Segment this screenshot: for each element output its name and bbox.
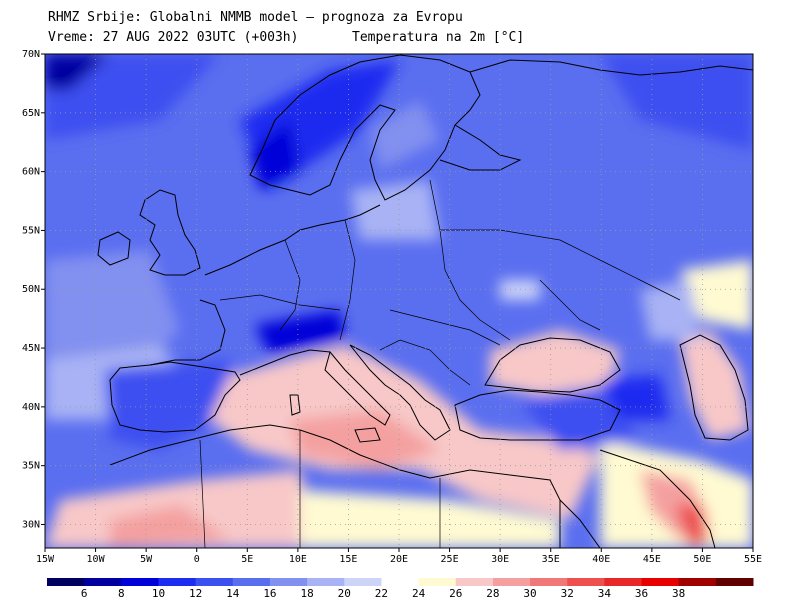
colorbar-swatch — [344, 578, 382, 586]
lat-tick-label: 40N — [22, 402, 40, 413]
colorbar-swatch — [47, 578, 85, 586]
colorbar-swatch — [715, 578, 754, 586]
colorbar-label: 30 — [523, 587, 536, 600]
graticule — [45, 54, 753, 548]
colorbar-label: 12 — [189, 587, 202, 600]
lon-tick-labels: 15W 10W 5W 0 5E 10E 15E 20E 25E 30E 35E 40E 45E 50E 55… — [36, 548, 762, 565]
lat-tick-label: 45N — [22, 343, 40, 354]
colorbar-swatch — [195, 578, 234, 586]
colorbar-label: 20 — [338, 587, 351, 600]
colorbar-label: 24 — [412, 587, 426, 600]
colorbar — [47, 578, 754, 586]
lon-tick-label: 25E — [441, 554, 459, 565]
colorbar-swatch — [121, 578, 159, 586]
colorbar-label: 8 — [118, 587, 125, 600]
lon-tick-label: 35E — [542, 554, 560, 565]
colorbar-label: 10 — [152, 587, 165, 600]
colorbar-label: 36 — [635, 587, 648, 600]
lon-tick-label: 15E — [339, 554, 357, 565]
colorbar-swatch — [381, 578, 420, 586]
colorbar-swatch — [84, 578, 122, 586]
colorbar-swatch — [492, 578, 531, 586]
colorbar-label: 18 — [300, 587, 313, 600]
lat-tick-label: 70N — [22, 49, 40, 60]
lon-tick-label: 50E — [693, 554, 711, 565]
colorbar-swatch — [530, 578, 568, 586]
colorbar-swatch — [641, 578, 680, 586]
colorbar-label: 14 — [226, 587, 240, 600]
colorbar-label: 6 — [81, 587, 88, 600]
lon-tick-label: 40E — [592, 554, 610, 565]
lon-tick-label: 45E — [643, 554, 661, 565]
temperature-field — [45, 54, 753, 548]
lon-tick-label: 10W — [87, 554, 106, 565]
lat-tick-label: 35N — [22, 461, 40, 472]
colorbar-label: 26 — [449, 587, 462, 600]
lat-tick-label: 50N — [22, 284, 40, 295]
lat-tick-label: 65N — [22, 108, 40, 119]
colorbar-swatch — [455, 578, 494, 586]
forecast-time: Vreme: 27 AUG 2022 03UTC (+003h) — [48, 30, 299, 45]
lon-tick-label: 55E — [744, 554, 762, 565]
colorbar-label: 28 — [486, 587, 499, 600]
colorbar-swatch — [604, 578, 643, 586]
variable-title: Temperatura na 2m [°C] — [352, 30, 525, 45]
colorbar-label: 38 — [672, 587, 685, 600]
colorbar-label: 32 — [561, 587, 574, 600]
lon-tick-label: 5E — [241, 554, 253, 565]
colorbar-label: 34 — [598, 587, 612, 600]
lat-tick-labels: 30N 35N 40N 45N 50N 55N 60N 65N 70N — [22, 49, 45, 530]
colorbar-swatch — [307, 578, 345, 586]
colorbar-label: 22 — [375, 587, 388, 600]
lon-tick-label: 20E — [390, 554, 408, 565]
colorbar-swatch — [269, 578, 308, 586]
colorbar-swatch — [418, 578, 457, 586]
lon-tick-label: 0 — [194, 554, 200, 565]
lon-tick-label: 10E — [289, 554, 307, 565]
colorbar-swatch — [232, 578, 271, 586]
lon-tick-label: 30E — [491, 554, 509, 565]
colorbar-swatch — [567, 578, 605, 586]
colorbar-labels: 6 8 10 12 14 16 18 20 22 24 26 28 30 32 34 36 38 — [81, 587, 685, 600]
lat-tick-label: 30N — [22, 519, 40, 530]
colorbar-label: 16 — [263, 587, 276, 600]
lat-tick-label: 60N — [22, 167, 40, 178]
lat-tick-label: 55N — [22, 225, 40, 236]
coastlines — [97, 54, 753, 548]
lon-tick-label: 15W — [36, 554, 55, 565]
colorbar-swatch — [158, 578, 197, 586]
lon-tick-label: 5W — [140, 554, 153, 565]
colorbar-swatch — [678, 578, 717, 586]
map-title: RHMZ Srbije: Globalni NMMB model — progn… — [48, 10, 463, 25]
